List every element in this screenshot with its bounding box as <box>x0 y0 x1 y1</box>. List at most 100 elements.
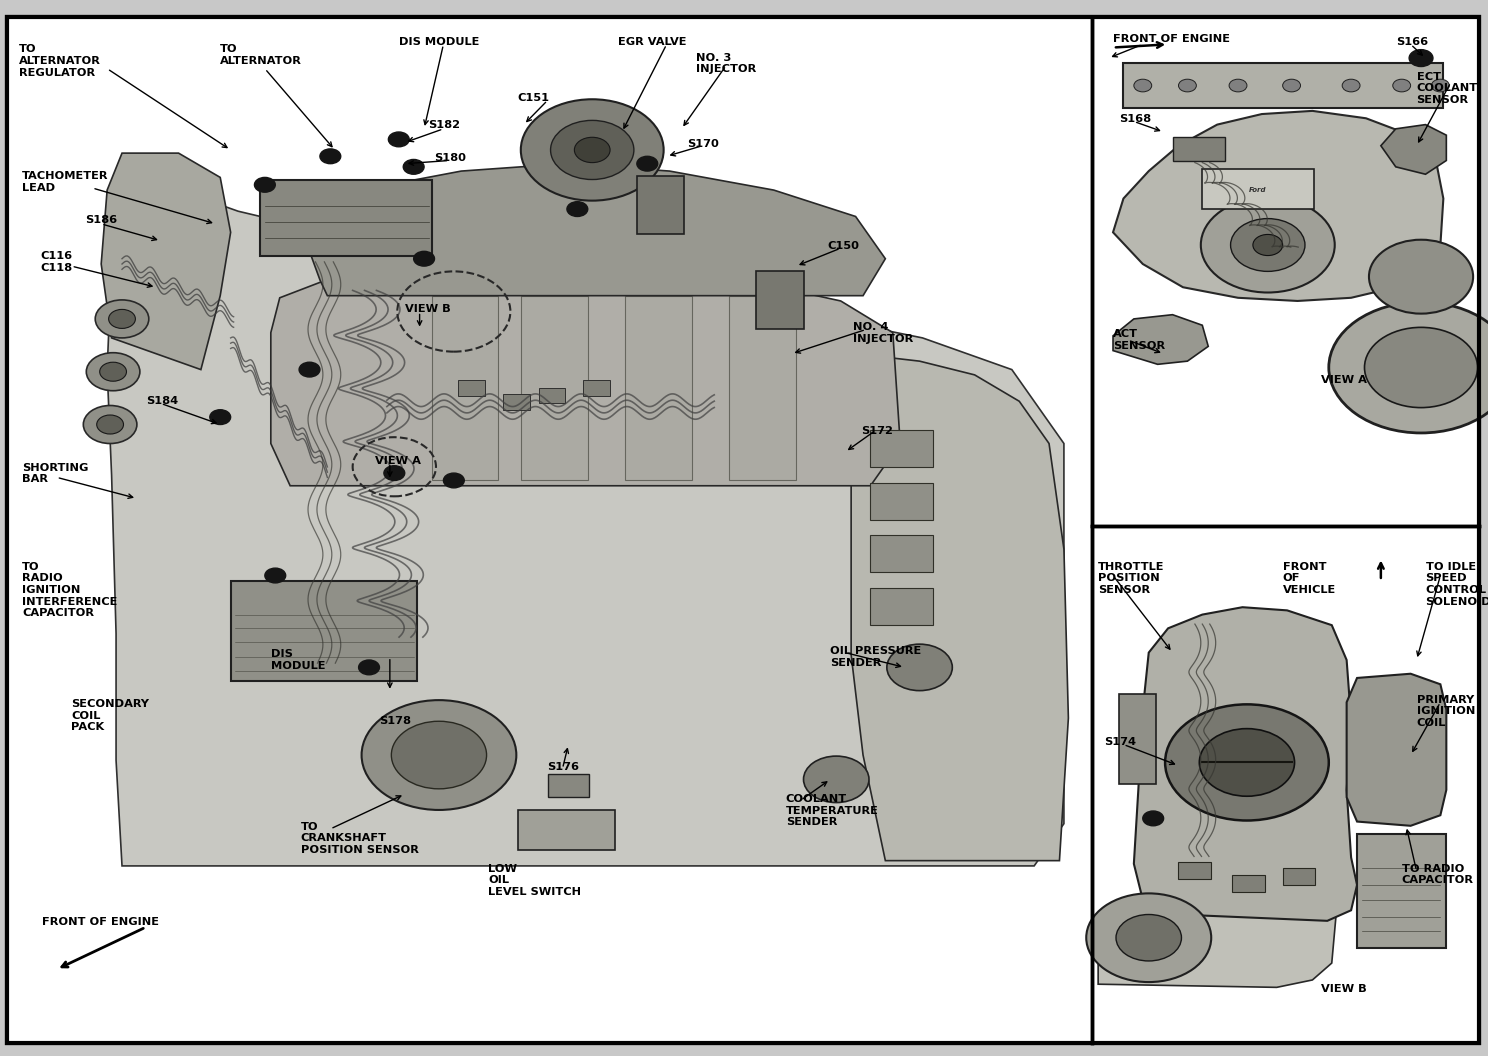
Circle shape <box>1231 219 1305 271</box>
Text: S170: S170 <box>687 139 719 149</box>
Circle shape <box>521 99 664 201</box>
Polygon shape <box>1134 607 1357 921</box>
Polygon shape <box>101 153 231 370</box>
Circle shape <box>403 159 424 174</box>
Text: FRONT OF ENGINE: FRONT OF ENGINE <box>1113 34 1231 43</box>
Circle shape <box>1116 914 1181 961</box>
Circle shape <box>637 156 658 171</box>
Bar <box>870 535 933 572</box>
Bar <box>625 296 692 480</box>
Polygon shape <box>271 262 900 486</box>
Text: COOLANT
TEMPERATURE
SENDER: COOLANT TEMPERATURE SENDER <box>786 794 878 827</box>
Bar <box>1092 526 1479 1043</box>
Bar <box>870 430 933 467</box>
Circle shape <box>1364 327 1478 408</box>
Circle shape <box>210 410 231 425</box>
Text: TACHOMETER
LEAD: TACHOMETER LEAD <box>22 171 109 192</box>
Circle shape <box>388 132 409 147</box>
Circle shape <box>1431 79 1449 92</box>
Circle shape <box>443 473 464 488</box>
Bar <box>1202 169 1314 209</box>
Circle shape <box>86 353 140 391</box>
Text: Ford: Ford <box>1248 187 1266 193</box>
Circle shape <box>1342 79 1360 92</box>
Circle shape <box>1369 240 1473 314</box>
Bar <box>518 810 615 850</box>
Text: S174: S174 <box>1104 737 1137 747</box>
Circle shape <box>1165 704 1329 821</box>
Circle shape <box>1178 79 1196 92</box>
Text: TO
CRANKSHAFT
POSITION SENSOR: TO CRANKSHAFT POSITION SENSOR <box>301 822 418 854</box>
Text: S166: S166 <box>1396 37 1428 46</box>
Text: C116
C118: C116 C118 <box>40 251 73 272</box>
Text: SECONDARY
COIL
PACK: SECONDARY COIL PACK <box>71 699 149 732</box>
Text: S180: S180 <box>434 153 467 163</box>
Circle shape <box>1229 79 1247 92</box>
Text: TO
RADIO
IGNITION
INTERFERENCE
CAPACITOR: TO RADIO IGNITION INTERFERENCE CAPACITOR <box>22 562 118 618</box>
Bar <box>1095 529 1476 1038</box>
Polygon shape <box>107 190 1064 866</box>
Bar <box>260 180 432 256</box>
Text: TO
ALTERNATOR
REGULATOR: TO ALTERNATOR REGULATOR <box>19 44 101 77</box>
Circle shape <box>414 251 434 266</box>
Polygon shape <box>1347 674 1446 826</box>
Text: S168: S168 <box>1119 114 1152 124</box>
Text: S186: S186 <box>85 215 118 225</box>
Circle shape <box>1409 50 1433 67</box>
Bar <box>870 588 933 625</box>
Bar <box>458 380 485 396</box>
Circle shape <box>551 120 634 180</box>
Text: VIEW B: VIEW B <box>1321 984 1367 994</box>
Text: VIEW B: VIEW B <box>405 304 451 314</box>
Text: TO RADIO
CAPACITOR: TO RADIO CAPACITOR <box>1402 864 1473 885</box>
Bar <box>729 296 796 480</box>
Bar <box>1283 868 1315 885</box>
Bar <box>637 176 684 234</box>
Circle shape <box>359 660 379 675</box>
Text: ECT
COOLANT
SENSOR: ECT COOLANT SENSOR <box>1417 72 1478 105</box>
Text: S172: S172 <box>862 426 893 435</box>
Polygon shape <box>1098 910 1336 987</box>
Bar <box>548 774 589 797</box>
Text: S178: S178 <box>379 716 412 725</box>
Text: THROTTLE
POSITION
SENSOR: THROTTLE POSITION SENSOR <box>1098 562 1165 595</box>
Bar <box>583 380 610 396</box>
Circle shape <box>97 415 124 434</box>
Circle shape <box>1199 729 1295 796</box>
Circle shape <box>265 568 286 583</box>
Circle shape <box>299 362 320 377</box>
Bar <box>503 394 530 410</box>
Circle shape <box>254 177 275 192</box>
Text: LOW
OIL
LEVEL SWITCH: LOW OIL LEVEL SWITCH <box>488 864 582 897</box>
Circle shape <box>1143 811 1164 826</box>
Text: TO
ALTERNATOR: TO ALTERNATOR <box>220 44 302 65</box>
Bar <box>1092 17 1479 526</box>
Polygon shape <box>1113 315 1208 364</box>
Polygon shape <box>1381 125 1446 174</box>
Circle shape <box>567 202 588 216</box>
Text: S184: S184 <box>146 396 179 406</box>
Circle shape <box>391 721 487 789</box>
Text: DIS MODULE: DIS MODULE <box>399 37 479 46</box>
Text: S176: S176 <box>548 762 580 772</box>
Circle shape <box>320 149 341 164</box>
Bar <box>7 17 1092 1043</box>
Bar <box>1119 694 1156 784</box>
Circle shape <box>1201 197 1335 293</box>
Bar <box>870 483 933 520</box>
Polygon shape <box>851 354 1068 861</box>
Bar <box>1357 834 1446 948</box>
Circle shape <box>1393 79 1411 92</box>
Text: ACT
SENSOR: ACT SENSOR <box>1113 329 1165 351</box>
Circle shape <box>83 406 137 444</box>
Bar <box>231 581 417 681</box>
Text: S182: S182 <box>429 120 461 130</box>
Text: VIEW A: VIEW A <box>1321 375 1367 384</box>
Circle shape <box>1329 302 1488 433</box>
Bar <box>1123 63 1443 108</box>
Text: NO. 3
INJECTOR: NO. 3 INJECTOR <box>696 53 756 74</box>
Bar <box>1232 875 1265 892</box>
Text: DIS
MODULE: DIS MODULE <box>271 649 326 671</box>
Text: TO IDLE
SPEED
CONTROL
SOLENOID: TO IDLE SPEED CONTROL SOLENOID <box>1426 562 1488 606</box>
Polygon shape <box>310 164 885 296</box>
